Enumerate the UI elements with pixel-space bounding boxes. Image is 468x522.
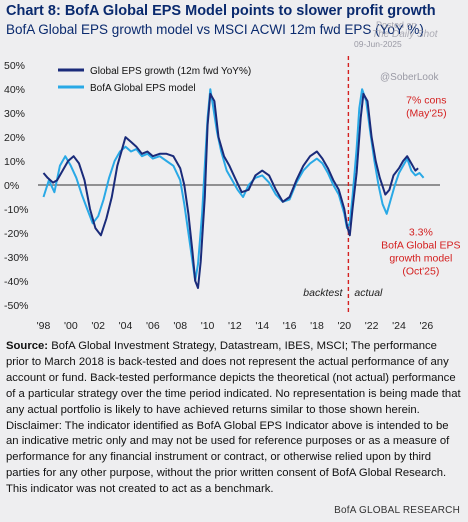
source-note: Source: BofA Global Investment Strategy,… [6, 339, 462, 498]
x-tick-label: '02 [91, 320, 105, 332]
watermark-date: 09-Jun-2025 [354, 39, 402, 49]
watermark-handle: @SoberLook [380, 72, 439, 83]
chart-subtitle: BofA Global EPS growth model vs MSCI ACW… [6, 22, 424, 37]
footer-brand: BofA GLOBAL RESEARCH [334, 505, 460, 516]
annotation-0-line: (May'25) [406, 108, 447, 120]
annotation-1-line: growth model [389, 252, 452, 264]
y-tick-label: -50% [4, 300, 29, 312]
x-tick-label: '00 [64, 320, 78, 332]
y-tick-label: 20% [4, 132, 25, 144]
y-tick-label: -40% [4, 276, 29, 288]
y-tick-label: -20% [4, 228, 29, 240]
x-tick-label: '98 [37, 320, 51, 332]
watermark-posted-on: Posted on [376, 20, 417, 30]
x-tick-label: '08 [173, 320, 187, 332]
y-tick-label: 10% [4, 156, 25, 168]
legend-label: BofA Global EPS model [90, 83, 196, 94]
x-tick-label: '18 [310, 320, 324, 332]
y-tick-label: 50% [4, 60, 25, 72]
x-tick-label: '12 [228, 320, 242, 332]
source-label: Source: [6, 340, 49, 352]
period-label-backtest: backtest [303, 287, 343, 299]
annotation-1-line: 3.3% [409, 226, 433, 238]
series-line-0 [42, 92, 419, 289]
legend-label: Global EPS growth (12m fwd YoY%) [90, 66, 251, 77]
chart-title: Chart 8: BofA Global EPS Model points to… [6, 3, 436, 19]
annotation-1-line: (Oct'25) [402, 265, 439, 277]
period-label-actual: actual [354, 287, 383, 299]
y-tick-label: 40% [4, 84, 25, 96]
y-tick-label: -30% [4, 252, 29, 264]
annotation-0-line: 7% cons [406, 95, 446, 107]
y-tick-label: 0% [4, 180, 19, 192]
x-tick-label: '06 [146, 320, 160, 332]
disclaimer-text: Disclaimer: The indicator identified as … [6, 419, 450, 496]
y-tick-label: 30% [4, 108, 25, 120]
x-tick-label: '24 [392, 320, 406, 332]
x-tick-label: '04 [119, 320, 133, 332]
line-chart: -50% -40% -30% -20% -10% 0% 10% 20% 30% 40% 50% '98… [4, 56, 461, 332]
x-tick-label: '26 [419, 320, 433, 332]
source-body: BofA Global Investment Strategy, Datastr… [6, 340, 461, 416]
x-tick-label: '16 [283, 320, 297, 332]
x-tick-label: '10 [201, 320, 215, 332]
y-tick-label: -10% [4, 204, 29, 216]
x-tick-label: '14 [255, 320, 269, 332]
x-tick-label: '20 [337, 320, 351, 332]
annotation-1-line: BofA Global EPS [381, 239, 460, 251]
watermark-brand: The Daily Shot [372, 29, 438, 40]
x-tick-label: '22 [365, 320, 379, 332]
